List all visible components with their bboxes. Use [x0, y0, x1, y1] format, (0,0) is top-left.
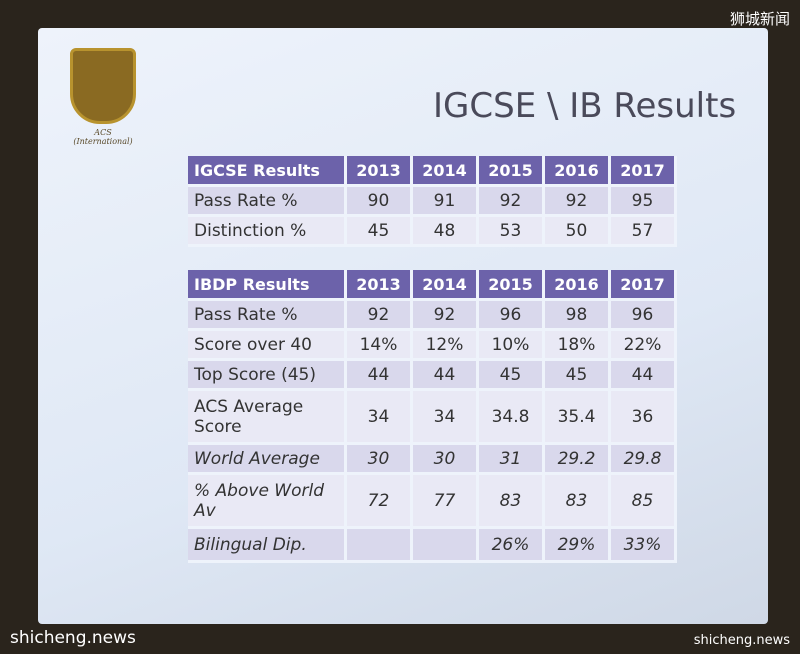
- row-label: % Above World Av: [188, 473, 347, 529]
- cell: 26%: [477, 527, 545, 563]
- cell: 34: [411, 389, 479, 445]
- slide: ACS (International) IGCSE \ IB Results I…: [38, 28, 768, 624]
- table-row: Pass Rate % 90 91 92 92 95: [188, 185, 677, 217]
- cell: 77: [411, 473, 479, 529]
- table-row: World Average 30 30 31 29.2 29.8: [188, 443, 677, 475]
- cell: 22%: [609, 329, 677, 361]
- cell: 30: [411, 443, 479, 475]
- cell: 53: [477, 215, 545, 247]
- cell: 98: [543, 299, 611, 331]
- cell: 92: [477, 185, 545, 217]
- header-row: IGCSE Results 2013 2014 2015 2016 2017: [188, 156, 677, 187]
- table-row: Distinction % 45 48 53 50 57: [188, 215, 677, 247]
- cell: 96: [609, 299, 677, 331]
- cell: 90: [345, 185, 413, 217]
- row-label: Top Score (45): [188, 359, 347, 391]
- header-cell: IGCSE Results: [188, 156, 347, 187]
- table-row: Score over 40 14% 12% 10% 18% 22%: [188, 329, 677, 361]
- cell: 92: [543, 185, 611, 217]
- header-cell: 2016: [543, 270, 611, 301]
- slide-title: IGCSE \ IB Results: [433, 86, 737, 126]
- ibdp-table: IBDP Results 2013 2014 2015 2016 2017 Pass Rat…: [188, 270, 677, 563]
- header-cell: 2015: [477, 156, 545, 187]
- cell: 92: [411, 299, 479, 331]
- cell: 29%: [543, 527, 611, 563]
- table-row: % Above World Av 72 77 83 83 85: [188, 473, 677, 529]
- header-cell: 2014: [411, 156, 479, 187]
- cell: 44: [345, 359, 413, 391]
- watermark: shicheng.news: [10, 628, 136, 648]
- logo-caption: ACS (International): [73, 128, 133, 146]
- cell: 45: [543, 359, 611, 391]
- cell: 85: [609, 473, 677, 529]
- table-row: ACS Average Score 34 34 34.8 35.4 36: [188, 389, 677, 445]
- header-cell: IBDP Results: [188, 270, 347, 301]
- cell: 10%: [477, 329, 545, 361]
- cell: [345, 527, 413, 563]
- table-row: Top Score (45) 44 44 45 45 44: [188, 359, 677, 391]
- cell: 33%: [609, 527, 677, 563]
- cell: 36: [609, 389, 677, 445]
- row-label: Distinction %: [188, 215, 347, 247]
- watermark: shicheng.news: [693, 633, 790, 648]
- cell: 83: [477, 473, 545, 529]
- row-label: Bilingual Dip.: [188, 527, 347, 563]
- igcse-table: IGCSE Results 2013 2014 2015 2016 2017 Pass Ra…: [188, 156, 677, 247]
- cell: 18%: [543, 329, 611, 361]
- cell: 45: [477, 359, 545, 391]
- cell: 34: [345, 389, 413, 445]
- cell: 35.4: [543, 389, 611, 445]
- row-label: Score over 40: [188, 329, 347, 361]
- row-label: Pass Rate %: [188, 185, 347, 217]
- cell: 29.2: [543, 443, 611, 475]
- header-cell: 2014: [411, 270, 479, 301]
- cell: 30: [345, 443, 413, 475]
- cell: 91: [411, 185, 479, 217]
- table-row: Pass Rate % 92 92 96 98 96: [188, 299, 677, 331]
- cell: 48: [411, 215, 479, 247]
- header-cell: 2017: [609, 270, 677, 301]
- header-cell: 2013: [345, 270, 413, 301]
- row-label: Pass Rate %: [188, 299, 347, 331]
- logo-shield: [70, 48, 136, 124]
- cell: 95: [609, 185, 677, 217]
- header-row: IBDP Results 2013 2014 2015 2016 2017: [188, 270, 677, 301]
- header-cell: 2015: [477, 270, 545, 301]
- table-row: Bilingual Dip. 26% 29% 33%: [188, 527, 677, 563]
- row-label: World Average: [188, 443, 347, 475]
- row-label: ACS Average Score: [188, 389, 347, 445]
- cell: 31: [477, 443, 545, 475]
- cell: 44: [411, 359, 479, 391]
- cell: 96: [477, 299, 545, 331]
- cell: 45: [345, 215, 413, 247]
- header-cell: 2016: [543, 156, 611, 187]
- cell: 34.8: [477, 389, 545, 445]
- cell: [411, 527, 479, 563]
- cell: 72: [345, 473, 413, 529]
- cell: 44: [609, 359, 677, 391]
- cell: 29.8: [609, 443, 677, 475]
- cell: 92: [345, 299, 413, 331]
- header-cell: 2017: [609, 156, 677, 187]
- logo: ACS (International): [68, 48, 138, 158]
- cell: 12%: [411, 329, 479, 361]
- cell: 83: [543, 473, 611, 529]
- cell: 14%: [345, 329, 413, 361]
- header-cell: 2013: [345, 156, 413, 187]
- watermark: 狮城新闻: [729, 10, 790, 28]
- cell: 57: [609, 215, 677, 247]
- cell: 50: [543, 215, 611, 247]
